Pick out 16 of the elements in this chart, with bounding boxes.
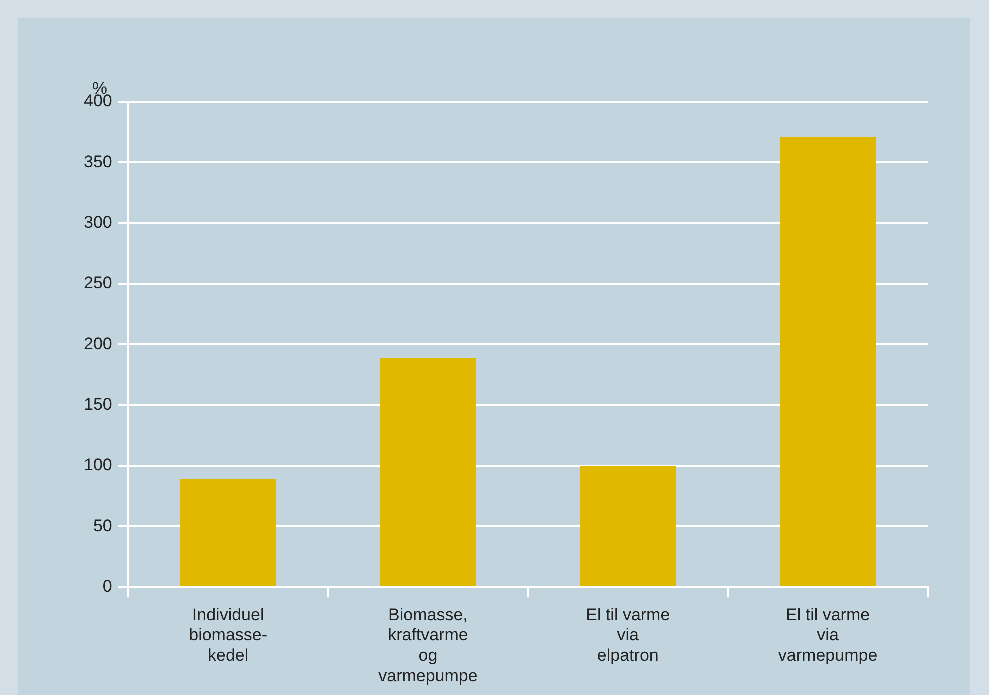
y-tick-label: 250	[84, 274, 112, 293]
y-tick-label: 350	[84, 152, 112, 172]
y-tick-label: 50	[93, 516, 112, 536]
bar	[180, 479, 276, 586]
x-tick-label: El til varme via varmepumpe	[778, 605, 878, 666]
bar	[380, 358, 476, 586]
x-tick-label: Biomasse, kraftvarme og varmepumpe	[378, 605, 478, 686]
y-tick-label: 300	[84, 213, 112, 232]
y-tick-label: 200	[84, 334, 112, 354]
y-tick-label: 150	[84, 395, 112, 414]
bar	[780, 137, 876, 586]
bar	[580, 466, 676, 586]
x-tick-label: El til varme via elpatron	[586, 605, 670, 666]
x-tick-label: Individuel biomasse- kedel	[189, 605, 268, 666]
y-tick-label: 100	[84, 456, 112, 475]
y-tick-label: 0	[102, 577, 112, 596]
